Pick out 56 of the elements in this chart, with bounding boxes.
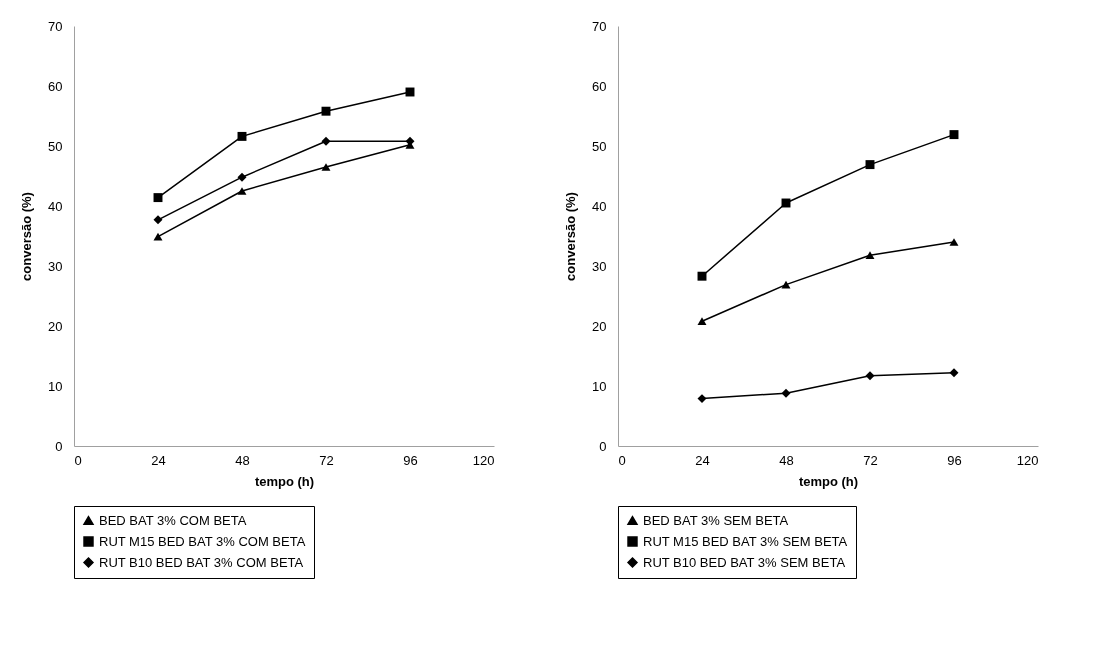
point: [949, 130, 959, 140]
y-tick-label: 0: [55, 438, 63, 454]
point: [321, 163, 331, 171]
x-tick-label: 120: [1016, 452, 1039, 468]
legend-label: RUT M15 BED BAT 3% SEM BETA: [643, 533, 848, 549]
y-axis-title: conversão (%): [563, 192, 579, 281]
x-tick-label: 48: [235, 452, 250, 468]
point: [865, 160, 875, 170]
point: [697, 394, 707, 404]
y-tick-label: 10: [48, 378, 63, 394]
point: [153, 215, 163, 225]
x-tick-label: 120: [472, 452, 495, 468]
y-tick-label: 50: [48, 138, 63, 154]
y-tick-label: 40: [592, 198, 607, 214]
point: [237, 172, 247, 182]
y-tick-label: 20: [48, 318, 63, 334]
y-tick-label: 60: [592, 78, 607, 94]
legend-label: RUT B10 BED BAT 3% SEM BETA: [643, 554, 846, 570]
y-tick-label: 60: [48, 78, 63, 94]
point: [697, 271, 707, 281]
point: [153, 193, 163, 203]
x-tick-label: 24: [151, 452, 166, 468]
y-tick-label: 70: [592, 18, 607, 34]
x-tick-label: 72: [863, 452, 878, 468]
y-tick-label: 10: [592, 378, 607, 394]
point: [237, 131, 247, 141]
point: [949, 368, 959, 378]
legend-label: BED BAT 3% SEM BETA: [643, 512, 789, 528]
legend-label: RUT M15 BED BAT 3% COM BETA: [99, 533, 306, 549]
point: [321, 106, 331, 116]
y-tick-label: 0: [599, 438, 607, 454]
point: [321, 136, 331, 146]
x-tick-label: 72: [319, 452, 334, 468]
legend-label: RUT B10 BED BAT 3% COM BETA: [99, 554, 304, 570]
y-tick-label: 50: [592, 138, 607, 154]
x-tick-label: 0: [74, 452, 82, 468]
point: [781, 388, 791, 398]
x-tick-label: 96: [947, 452, 962, 468]
y-tick-label: 20: [592, 318, 607, 334]
x-tick-label: 0: [618, 452, 626, 468]
point: [865, 371, 875, 381]
y-axis-title: conversão (%): [19, 192, 35, 281]
legend-label: BED BAT 3% COM BETA: [99, 512, 247, 528]
point: [237, 187, 247, 195]
point: [949, 238, 959, 246]
x-tick-label: 24: [695, 452, 710, 468]
y-tick-label: 40: [48, 198, 63, 214]
y-tick-label: 70: [48, 18, 63, 34]
point: [697, 317, 707, 326]
x-tick-label: 96: [403, 452, 418, 468]
y-tick-label: 30: [48, 258, 63, 274]
x-tick-label: 48: [779, 452, 794, 468]
x-axis-title: tempo (h): [798, 473, 859, 489]
x-axis-title: tempo (h): [254, 473, 315, 489]
point: [865, 251, 875, 260]
y-tick-label: 30: [592, 258, 607, 274]
